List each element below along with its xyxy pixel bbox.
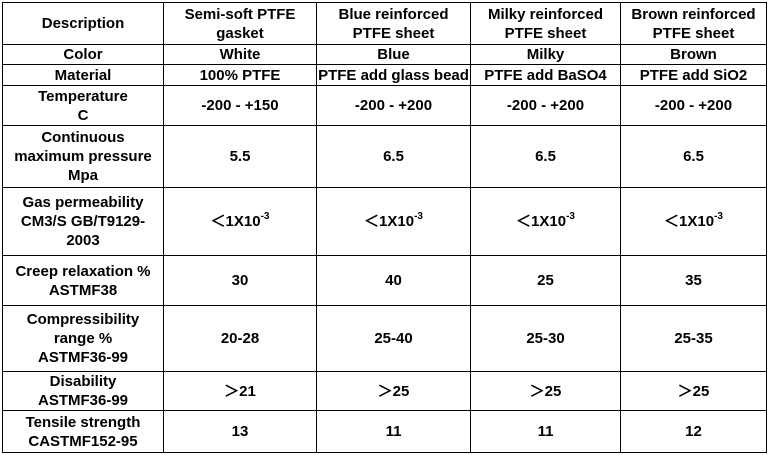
table-cell: ＞21 — [163, 371, 317, 411]
superscript: -3 — [414, 211, 423, 222]
table-cell: -200 - +200 — [316, 85, 471, 126]
table-cell: PTFE add glass bead — [316, 64, 471, 86]
superscript: -3 — [260, 211, 270, 222]
table-cell: 11 — [316, 410, 471, 453]
table-cell: 5.5 — [163, 125, 317, 188]
table-cell: 25 — [470, 255, 621, 306]
table-cell: Milky — [470, 44, 621, 65]
table-cell: 11 — [470, 410, 621, 453]
table-cell: -200 - +200 — [470, 85, 621, 126]
cell-text: ＜1X10 — [364, 213, 415, 230]
row-label: Temperature C — [2, 85, 164, 126]
table-cell: 20-28 — [163, 305, 317, 372]
table-cell: 100% PTFE — [163, 64, 317, 86]
table-cell: ＜1X10-3 — [470, 187, 621, 256]
table-row: Gas permeability CM3/S GB/T9129- 2003 ＜1X… — [2, 187, 767, 256]
table-cell: 13 — [163, 410, 317, 453]
header-cell: Brown reinforced PTFE sheet — [620, 2, 767, 45]
table-cell: PTFE add BaSO4 — [470, 64, 621, 86]
table-row: Continuous maximum pressure Mpa 5.5 6.5 6.5… — [2, 125, 767, 188]
table-cell: ＞25 — [620, 371, 767, 411]
header-cell: Milky reinforced PTFE sheet — [470, 2, 621, 45]
superscript: -3 — [566, 211, 575, 222]
table-cell: -200 - +150 — [163, 85, 317, 126]
header-cell: Description — [2, 2, 164, 45]
row-label: Gas permeability CM3/S GB/T9129- 2003 — [2, 187, 164, 256]
table-cell: 25-30 — [470, 305, 621, 372]
row-label: Tensile strength CASTMF152-95 — [2, 410, 164, 453]
superscript: -3 — [714, 211, 723, 222]
table-row: Material 100% PTFE PTFE add glass bead PTFE… — [2, 64, 767, 86]
row-label: Disability ASTMF36-99 — [2, 371, 164, 411]
table-cell: 6.5 — [620, 125, 767, 188]
header-cell: Blue reinforced PTFE sheet — [316, 2, 471, 45]
table-cell: ＜1X10-3 — [163, 187, 317, 256]
table-cell: Blue — [316, 44, 471, 65]
row-label: Compressibility range % ASTMF36-99 — [2, 305, 164, 372]
table-cell: 40 — [316, 255, 471, 306]
table-cell: 35 — [620, 255, 767, 306]
cell-text: ＜1X10 — [516, 213, 567, 230]
table-cell: 25-35 — [620, 305, 767, 372]
table-cell: White — [163, 44, 317, 65]
table-cell: 6.5 — [316, 125, 471, 188]
table-cell: PTFE add SiO2 — [620, 64, 767, 86]
table-row: Color White Blue Milky Brown — [2, 44, 767, 65]
header-cell: Semi-soft PTFE gasket — [163, 2, 317, 45]
table-row: Creep relaxation % ASTMF38 30 40 25 35 — [2, 255, 767, 306]
cell-text: ＜1X10 — [210, 213, 261, 230]
row-label: Continuous maximum pressure Mpa — [2, 125, 164, 188]
table-cell: 25-40 — [316, 305, 471, 372]
row-label: Color — [2, 44, 164, 65]
table-cell: ＜1X10-3 — [316, 187, 471, 256]
cell-text: ＜1X10 — [664, 213, 715, 230]
table-cell: 30 — [163, 255, 317, 306]
table-cell: ＞25 — [316, 371, 471, 411]
row-label: Creep relaxation % ASTMF38 — [2, 255, 164, 306]
table-row: Compressibility range % ASTMF36-99 20-28 2… — [2, 305, 767, 372]
header-row: Description Semi-soft PTFE gasket Blue rei… — [2, 2, 767, 45]
table-cell: ＜1X10-3 — [620, 187, 767, 256]
table-cell: ＞25 — [470, 371, 621, 411]
row-label: Material — [2, 64, 164, 86]
table-cell: 12 — [620, 410, 767, 453]
table-cell: 6.5 — [470, 125, 621, 188]
table-row: Disability ASTMF36-99 ＞21 ＞25 ＞25 ＞25 — [2, 371, 767, 411]
table-cell: -200 - +200 — [620, 85, 767, 126]
table-row: Tensile strength CASTMF152-95 13 11 11 12 — [2, 410, 767, 453]
table-row: Temperature C -200 - +150 -200 - +200 -200 … — [2, 85, 767, 126]
table-cell: Brown — [620, 44, 767, 65]
